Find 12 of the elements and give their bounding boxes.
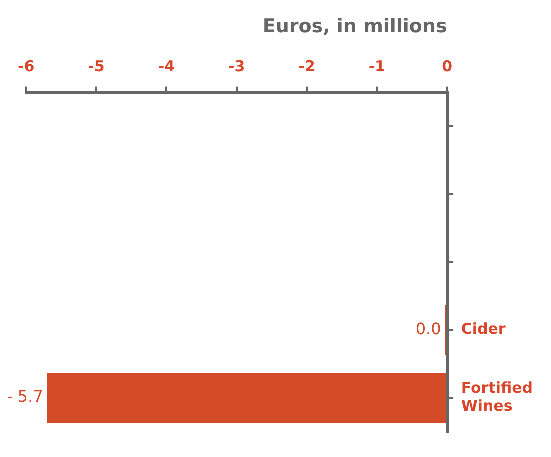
x-tick-label: -4: [158, 58, 175, 76]
y-tick-label: Cider: [461, 320, 506, 338]
x-axis-title: Euros, in millions: [262, 15, 448, 38]
data-label: - 5.7: [7, 387, 44, 406]
x-tick-label: -1: [368, 58, 386, 76]
x-tick-label: -2: [298, 58, 316, 76]
x-tick-label: 0: [442, 58, 453, 76]
x-tick-label: -5: [88, 58, 105, 76]
x-tick-label: -6: [18, 58, 35, 76]
data-label: 0.0: [416, 319, 442, 338]
x-tick-label: -3: [228, 58, 246, 76]
y-tick-label: Fortified Wines: [461, 378, 534, 415]
